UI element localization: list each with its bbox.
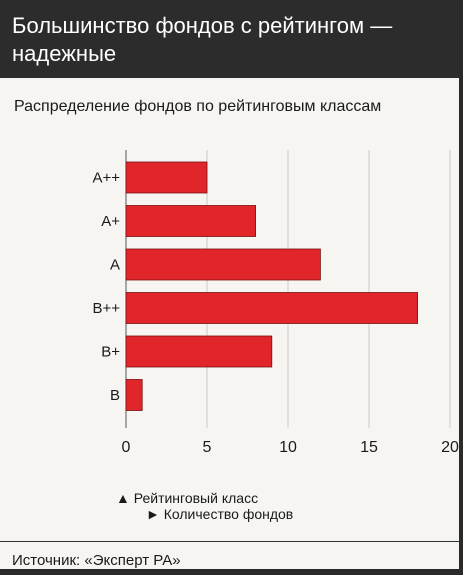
y-tick-label: A xyxy=(110,257,120,274)
bar-chart: A++ A+ A B++ B+ B 0 5 10 15 20 ▲ Рейтинговый клас… xyxy=(92,150,459,522)
bar-A+ xyxy=(125,205,257,237)
y-tick-label: A++ xyxy=(92,170,120,187)
y-tick-label: B+ xyxy=(101,344,120,361)
x-tick-label: 10 xyxy=(279,439,297,456)
x-tick-label: 5 xyxy=(203,439,212,456)
chart-title: Большинство фондов с рейтингом — надежны… xyxy=(12,13,393,66)
legend-y-axis-note: ▲ Рейтинговый класс xyxy=(116,490,258,506)
source-note: Источник: «Эксперт РА» xyxy=(12,552,181,569)
header-bar: Большинство фондов с рейтингом — надежны… xyxy=(0,0,459,78)
y-tick-label: A+ xyxy=(101,213,120,230)
y-tick-label: B++ xyxy=(92,300,120,317)
legend-x-axis-note: ► Количество фондов xyxy=(146,506,293,522)
chart-subtitle: Распределение фондов по рейтинговым клас… xyxy=(14,98,382,115)
bar-B++ xyxy=(125,292,419,324)
bar-B xyxy=(125,379,143,411)
bar-A++ xyxy=(125,161,208,194)
footer-divider xyxy=(0,541,459,542)
x-tick-label: 20 xyxy=(441,439,459,456)
x-tick-label: 15 xyxy=(360,439,378,456)
y-tick-label: B xyxy=(110,387,120,404)
x-tick-label: 0 xyxy=(122,439,131,456)
bar-A xyxy=(125,248,321,281)
bar-B+ xyxy=(125,335,273,368)
